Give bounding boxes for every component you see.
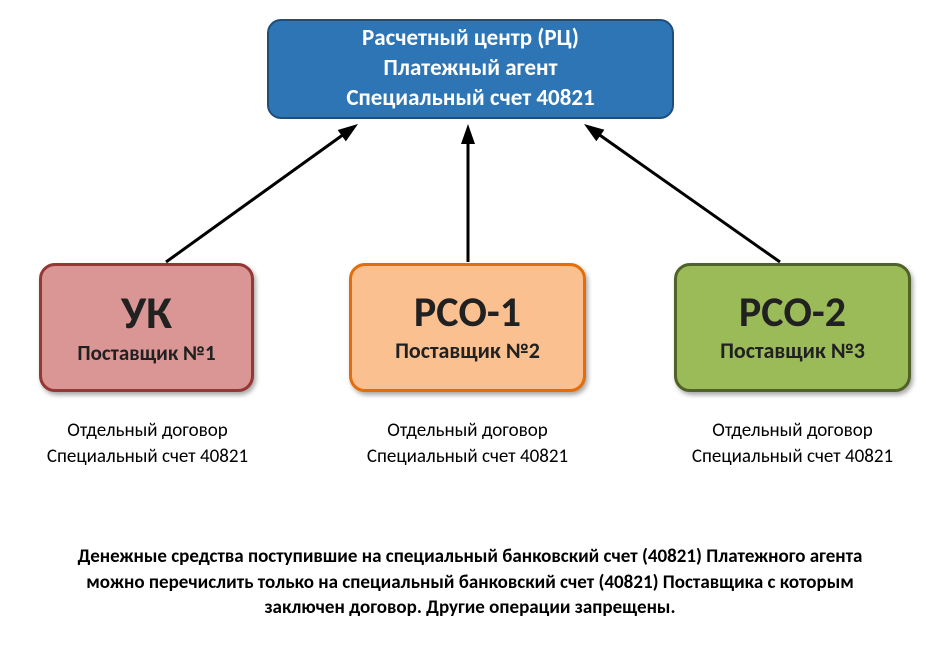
caption-rco2-l1: Отдельный договор [712, 419, 873, 442]
caption-rco1-l2: Специальный счет 40821 [367, 445, 568, 468]
supplier-node-rco1: РСО-1 Поставщик №2 [349, 263, 586, 392]
top-line-1: Расчетный центр (РЦ) [362, 24, 579, 54]
caption-rco2-l2: Специальный счет 40821 [692, 445, 893, 468]
supplier-rco2-title: РСО-2 [739, 291, 846, 335]
footer-l1: Денежные средства поступившие на специал… [78, 545, 863, 568]
caption-uk-l1: Отдельный договор [67, 419, 228, 442]
footer-l3: заключен договор. Другие операции запрещ… [264, 596, 675, 619]
caption-rco1-l1: Отдельный договор [387, 419, 548, 442]
caption-uk-l2: Специальный счет 40821 [47, 445, 248, 468]
supplier-uk-title: УК [121, 289, 172, 337]
supplier-rco1-title: РСО-1 [414, 291, 521, 335]
caption-rco1: Отдельный договор Специальный счет 40821 [345, 418, 590, 469]
top-line-2: Платежный агент [383, 54, 557, 84]
supplier-rco2-sub: Поставщик №3 [720, 337, 865, 364]
supplier-node-rco2: РСО-2 Поставщик №3 [674, 263, 911, 392]
diagram-canvas: { "background_color": "#ffffff", "top_no… [0, 0, 940, 664]
footer-l2: можно перечислить только на специальный … [86, 571, 854, 594]
top-line-3: Специальный счет 40821 [346, 84, 594, 114]
top-center-node: Расчетный центр (РЦ) Платежный агент Спе… [267, 19, 674, 119]
supplier-rco1-sub: Поставщик №2 [395, 337, 540, 364]
footer-text: Денежные средства поступившие на специал… [45, 544, 895, 621]
caption-uk: Отдельный договор Специальный счет 40821 [25, 418, 270, 469]
caption-rco2: Отдельный договор Специальный счет 40821 [670, 418, 915, 469]
supplier-uk-sub: Поставщик №1 [77, 340, 215, 366]
supplier-node-uk: УК Поставщик №1 [39, 263, 254, 392]
